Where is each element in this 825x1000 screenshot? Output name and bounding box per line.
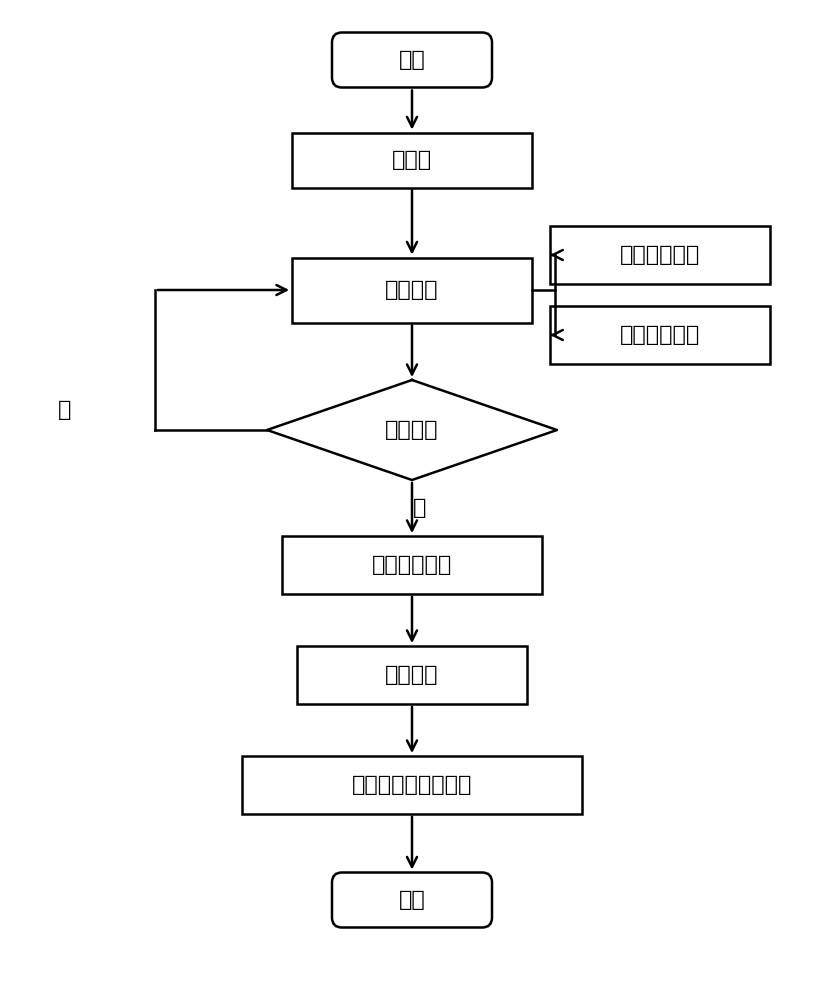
Bar — [550, 226, 770, 284]
Text: 是: 是 — [413, 498, 427, 518]
Text: 开始: 开始 — [398, 50, 426, 70]
FancyBboxPatch shape — [332, 872, 492, 928]
Text: 初始化: 初始化 — [392, 150, 432, 170]
Bar — [297, 646, 527, 704]
Bar — [550, 306, 770, 364]
Bar — [292, 257, 532, 322]
Text: 结束: 结束 — [398, 890, 426, 910]
Text: 采集成功: 采集成功 — [385, 420, 439, 440]
Text: 荧光数据采集: 荧光数据采集 — [620, 325, 700, 345]
Text: 数据传输: 数据传输 — [385, 665, 439, 685]
Bar — [292, 132, 532, 188]
Text: 参考数据采集: 参考数据采集 — [620, 245, 700, 265]
Bar — [242, 756, 582, 814]
Polygon shape — [267, 380, 557, 480]
Text: 数据采集: 数据采集 — [385, 280, 439, 300]
Text: 数据处理分析: 数据处理分析 — [372, 555, 452, 575]
Text: 否: 否 — [59, 400, 72, 420]
Bar — [282, 536, 542, 594]
FancyBboxPatch shape — [332, 32, 492, 88]
Text: 保存并显示数据结果: 保存并显示数据结果 — [351, 775, 472, 795]
